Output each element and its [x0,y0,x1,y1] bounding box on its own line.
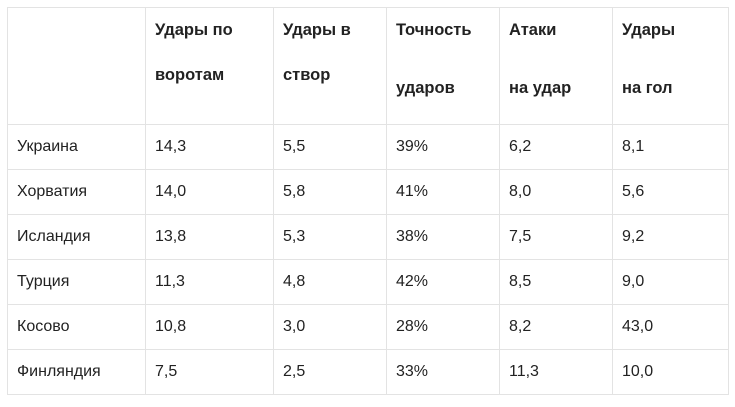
cell-accuracy: 33% [386,349,500,395]
cell-shots-per-goal: 43,0 [612,304,729,350]
cell-shots-on-target: 4,8 [273,259,387,305]
cell-accuracy: 38% [386,214,500,260]
cell-shots-on-target: 3,0 [273,304,387,350]
header-accuracy-line1: Точность [396,21,472,39]
table-row: Косово 10,8 3,0 28% 8,2 43,0 [7,304,729,350]
header-accuracy-line2: ударов [396,79,455,97]
cell-shots-on-target: 5,5 [273,124,387,170]
header-cell-shots-per-goal: Удары на гол [612,7,729,125]
cell-shots: 7,5 [145,349,274,395]
header-attacks-line2: на удар [509,79,572,97]
header-attacks-line1: Атаки [509,21,557,39]
cell-attacks-per-shot: 6,2 [499,124,613,170]
table-row: Украина 14,3 5,5 39% 6,2 8,1 [7,124,729,170]
header-cell-attacks-per-shot: Атаки на удар [499,7,613,125]
cell-shots-on-target: 5,3 [273,214,387,260]
cell-shots: 13,8 [145,214,274,260]
cell-attacks-per-shot: 11,3 [499,349,613,395]
header-cell-accuracy: Точность ударов [386,7,500,125]
header-per-goal-line2: на гол [622,79,673,97]
cell-attacks-per-shot: 8,0 [499,169,613,215]
table-row: Турция 11,3 4,8 42% 8,5 9,0 [7,259,729,305]
cell-shots-per-goal: 8,1 [612,124,729,170]
cell-country: Украина [7,124,146,170]
cell-shots: 14,3 [145,124,274,170]
cell-shots-on-target: 5,8 [273,169,387,215]
cell-shots: 14,0 [145,169,274,215]
cell-attacks-per-shot: 8,2 [499,304,613,350]
table-row: Хорватия 14,0 5,8 41% 8,0 5,6 [7,169,729,215]
cell-accuracy: 41% [386,169,500,215]
cell-accuracy: 42% [386,259,500,305]
cell-attacks-per-shot: 8,5 [499,259,613,305]
cell-country: Финляндия [7,349,146,395]
header-per-goal-line1: Удары [622,21,676,39]
cell-shots-per-goal: 9,0 [612,259,729,305]
cell-accuracy: 39% [386,124,500,170]
header-on-target-line2: створ [283,66,331,84]
cell-shots-per-goal: 10,0 [612,349,729,395]
header-cell-shots-on-target: Удары в створ [273,7,387,125]
table-header: Удары по воротам Удары в створ Точность … [7,7,729,125]
cell-shots-on-target: 2,5 [273,349,387,395]
cell-country: Косово [7,304,146,350]
cell-country: Турция [7,259,146,305]
header-row: Удары по воротам Удары в створ Точность … [7,7,729,125]
cell-country: Исландия [7,214,146,260]
cell-attacks-per-shot: 7,5 [499,214,613,260]
cell-shots-per-goal: 9,2 [612,214,729,260]
header-cell-country [7,7,146,125]
table-row: Исландия 13,8 5,3 38% 7,5 9,2 [7,214,729,260]
header-shots-line1: Удары по [155,21,233,39]
cell-shots-per-goal: 5,6 [612,169,729,215]
stats-table: Удары по воротам Удары в створ Точность … [7,7,729,395]
cell-country: Хорватия [7,169,146,215]
header-cell-shots: Удары по воротам [145,7,274,125]
cell-shots: 10,8 [145,304,274,350]
cell-shots: 11,3 [145,259,274,305]
cell-accuracy: 28% [386,304,500,350]
table-body: Украина 14,3 5,5 39% 6,2 8,1 Хорватия 14… [7,124,729,395]
header-shots-line2: воротам [155,66,225,84]
header-on-target-line1: Удары в [283,21,351,39]
table-row: Финляндия 7,5 2,5 33% 11,3 10,0 [7,349,729,395]
